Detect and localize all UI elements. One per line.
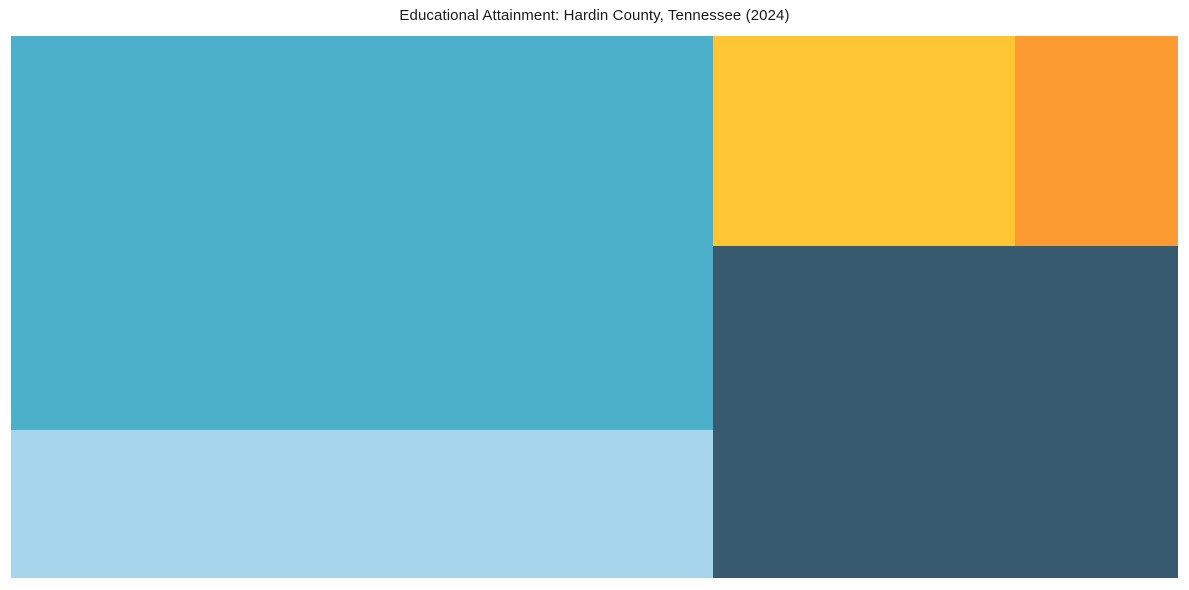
treemap-tile[interactable]: Less than 9th grade [712, 246, 1178, 578]
treemap-tile[interactable]: Graduate or professional degree [1014, 36, 1178, 247]
treemap-plot-area: High school graduate (includes equivalen… [11, 36, 1178, 578]
chart-title: Educational Attainment: Hardin County, T… [399, 7, 790, 24]
treemap-tile[interactable]: Some college, no degree [712, 36, 1015, 247]
treemap-tile[interactable]: High school graduate (includes equivalen… [11, 36, 713, 430]
treemap-tile[interactable]: Bachelor's degree [11, 429, 713, 578]
